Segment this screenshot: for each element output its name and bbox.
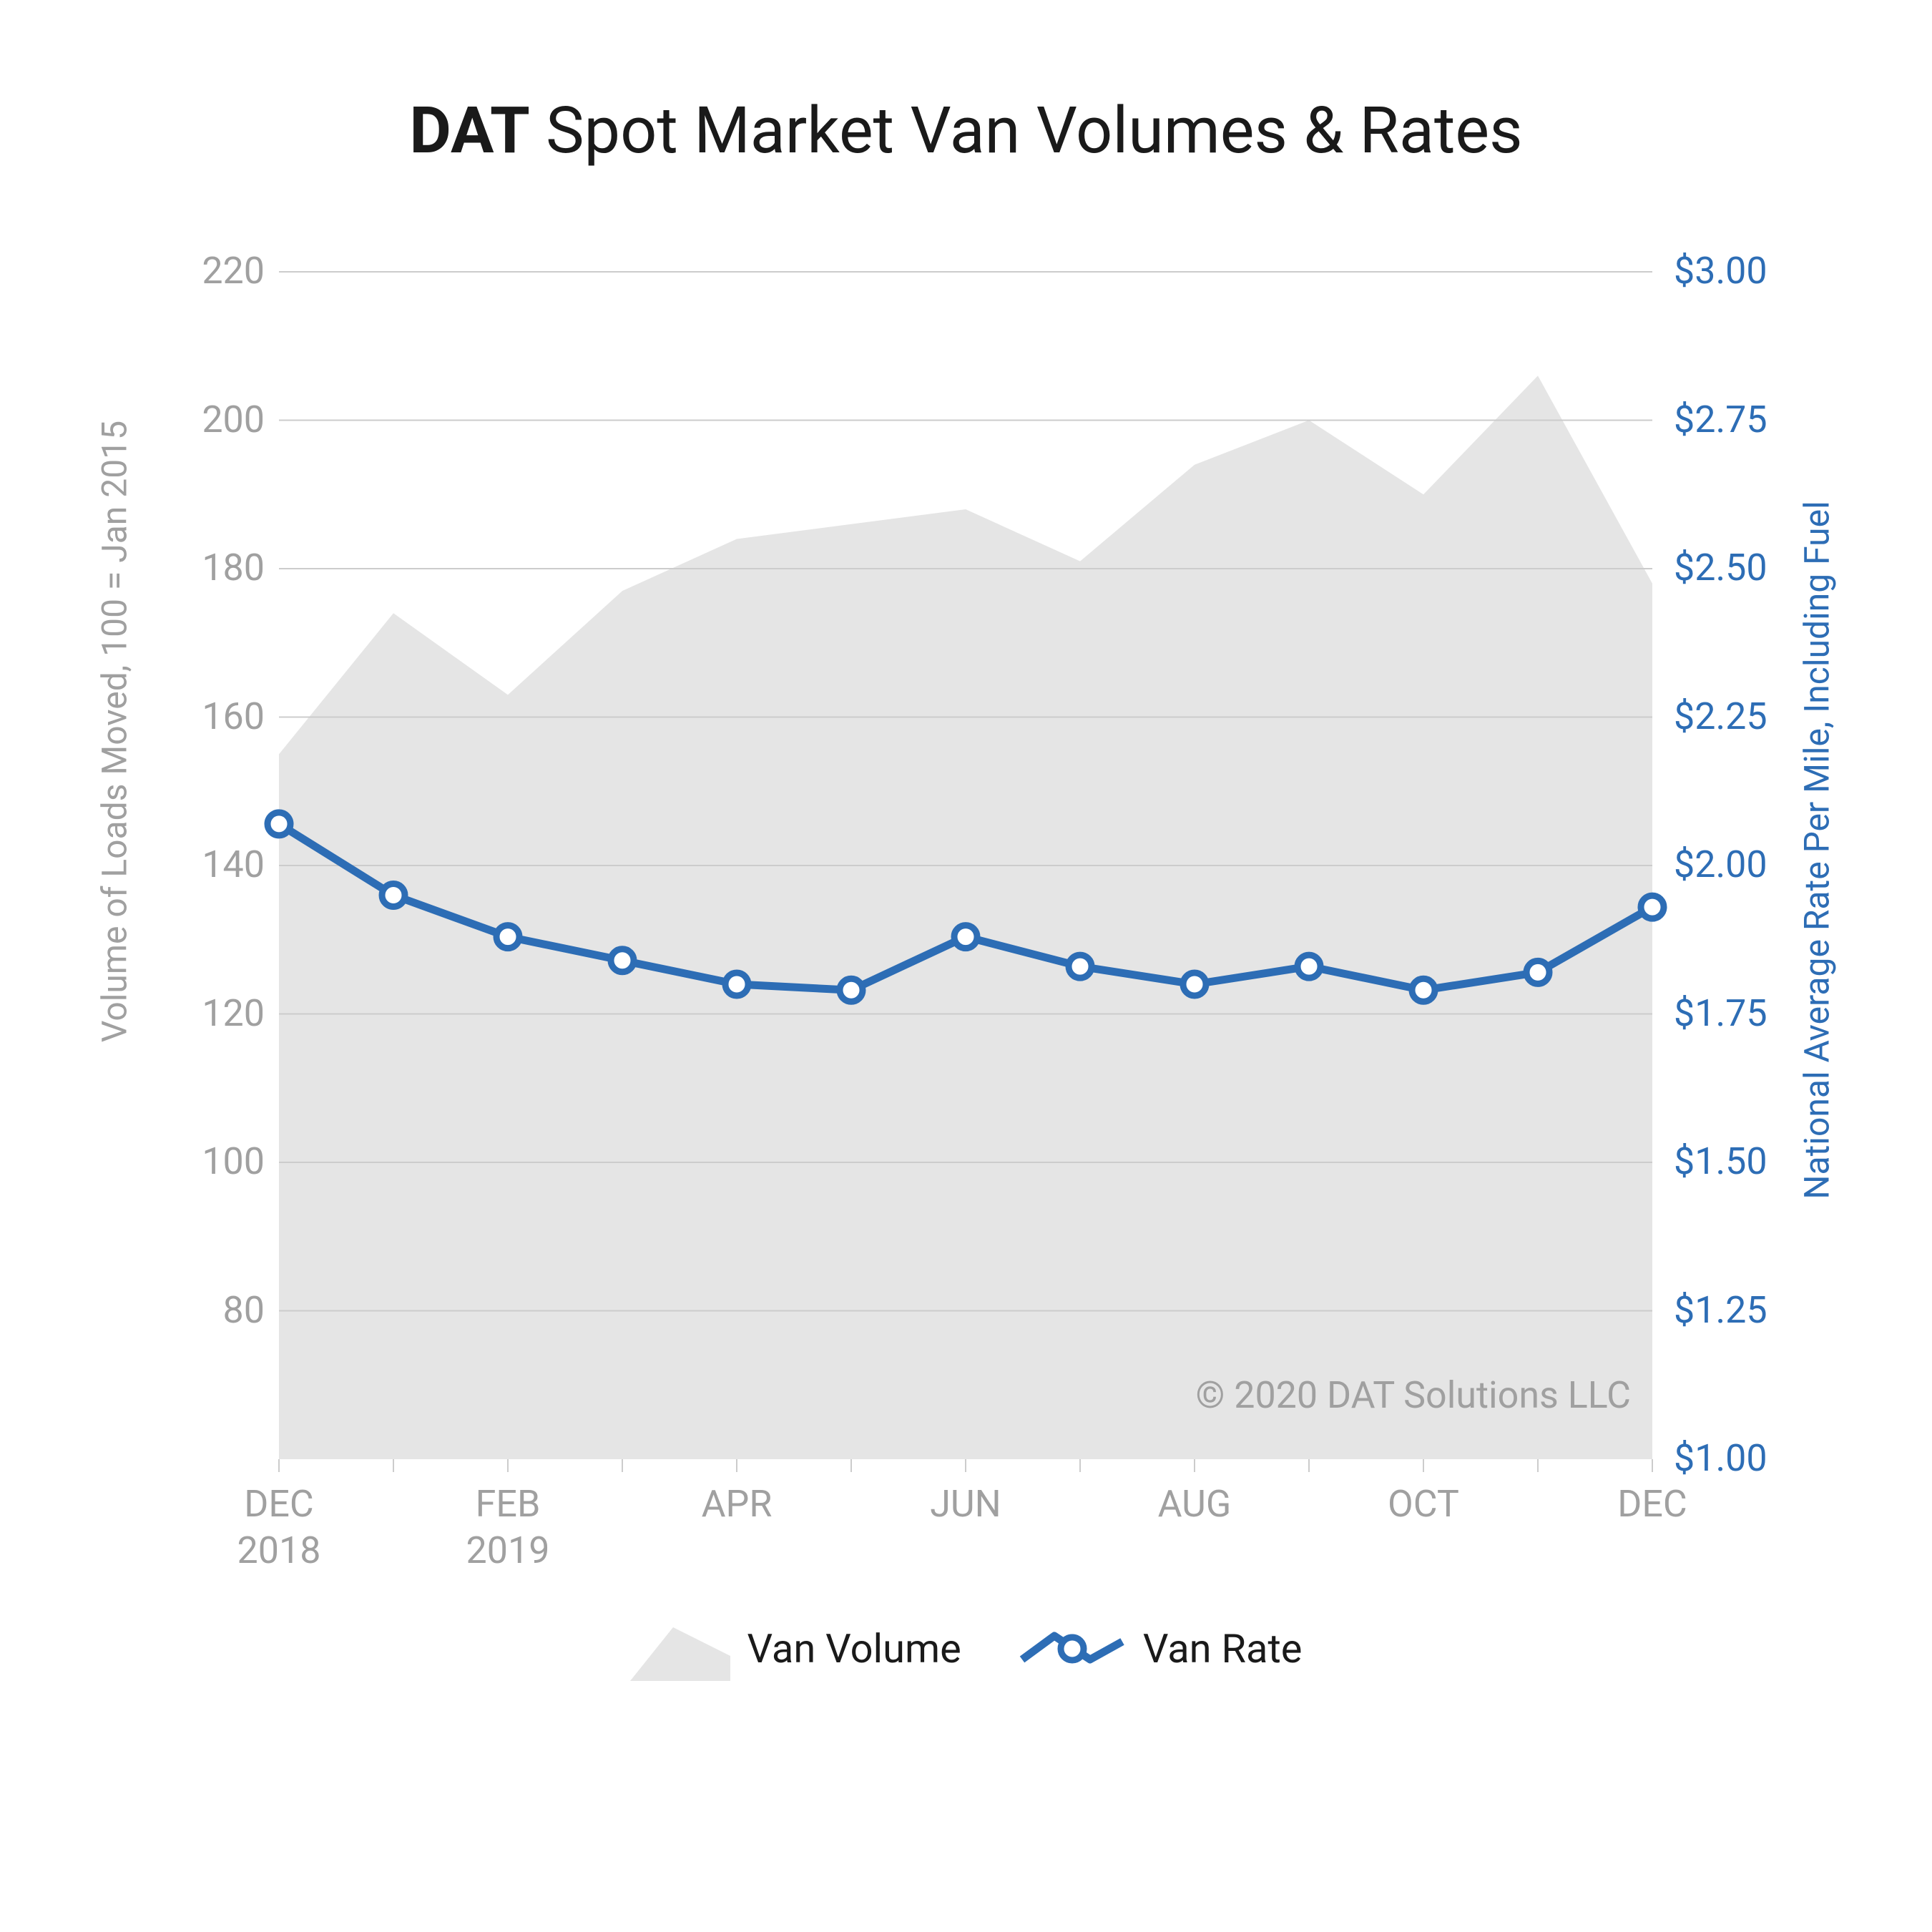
x-tick-label: AUG — [1123, 1481, 1266, 1527]
rate-marker — [1298, 955, 1320, 978]
y-tick-right: $2.25 — [1674, 695, 1767, 738]
y-tick-left: 140 — [165, 843, 265, 886]
y-tick-left: 200 — [165, 398, 265, 441]
rate-marker — [1069, 955, 1092, 978]
y-tick-left: 180 — [165, 546, 265, 589]
area-swatch-icon — [630, 1617, 730, 1681]
x-tick-label: DEC2018 — [207, 1481, 350, 1574]
rate-marker — [1412, 979, 1435, 1001]
x-tick-label: JUN — [894, 1481, 1037, 1527]
legend-label-rate: Van Rate — [1143, 1625, 1303, 1672]
legend-label-volume: Van Volume — [747, 1625, 961, 1672]
y-tick-right: $2.00 — [1674, 843, 1767, 886]
legend: Van Volume Van Rate — [0, 1617, 1932, 1681]
rate-marker — [1183, 973, 1206, 996]
y-tick-right: $1.75 — [1674, 991, 1767, 1035]
rate-marker — [382, 884, 405, 907]
y-tick-left: 100 — [165, 1139, 265, 1183]
y-tick-left: 80 — [165, 1288, 265, 1332]
rate-marker — [1641, 896, 1664, 918]
y-axis-label-right: National Average Rate Per Mile, Includin… — [1797, 493, 1838, 1208]
copyright: © 2020 DAT Solutions LLC — [1195, 1373, 1631, 1417]
rate-marker — [840, 979, 863, 1001]
y-tick-right: $1.50 — [1674, 1139, 1767, 1183]
y-tick-right: $2.75 — [1674, 398, 1767, 441]
volume-area — [279, 376, 1652, 1459]
legend-item-rate: Van Rate — [1019, 1625, 1303, 1672]
rate-marker — [268, 813, 290, 835]
y-tick-right: $2.50 — [1674, 546, 1767, 589]
rate-marker — [496, 926, 519, 948]
y-tick-left: 160 — [165, 695, 265, 738]
y-tick-right: $1.00 — [1674, 1436, 1767, 1480]
y-tick-left: 120 — [165, 991, 265, 1035]
y-tick-right: $1.25 — [1674, 1288, 1767, 1332]
rate-marker — [725, 973, 748, 996]
rate-marker — [954, 926, 977, 948]
x-tick-label: DEC — [1581, 1481, 1724, 1527]
legend-item-volume: Van Volume — [630, 1617, 961, 1681]
x-tick-label: FEB2019 — [436, 1481, 579, 1574]
rate-marker — [611, 949, 634, 972]
y-axis-label-left: Volume of Loads Moved, 100 = Jan 2015 — [94, 374, 135, 1089]
x-tick-label: OCT — [1352, 1481, 1495, 1527]
x-tick-label: APR — [665, 1481, 808, 1527]
y-tick-left: 220 — [165, 249, 265, 293]
line-swatch-icon — [1019, 1627, 1126, 1670]
rate-marker — [1526, 961, 1549, 984]
y-tick-right: $3.00 — [1674, 249, 1767, 293]
